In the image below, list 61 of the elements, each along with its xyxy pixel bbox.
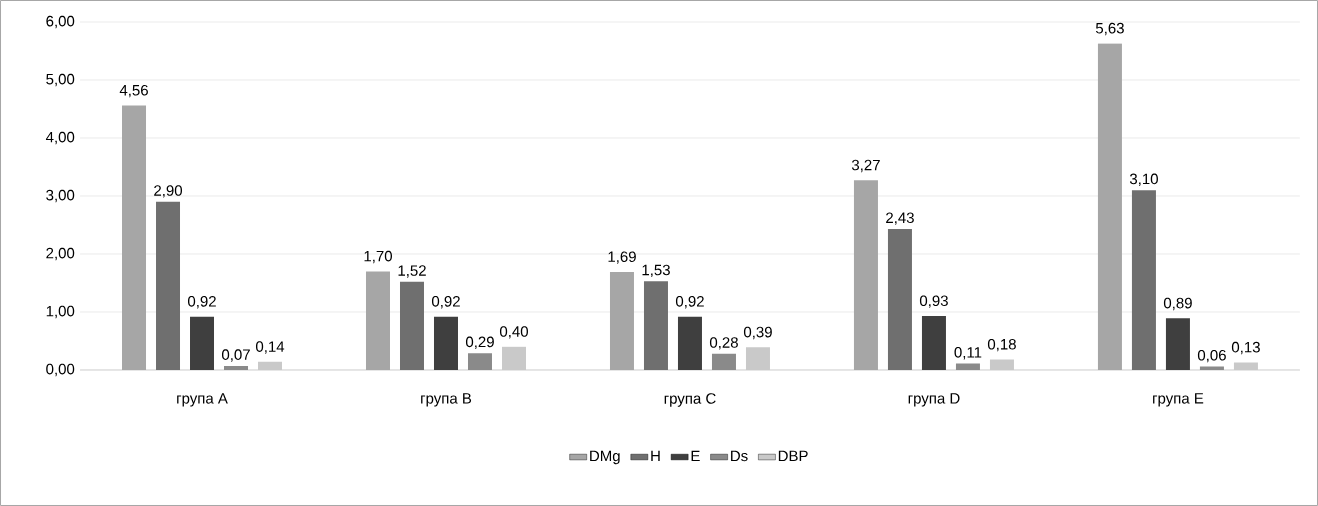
y-tick-label: 1,00: [46, 305, 75, 319]
bar: [955, 363, 980, 370]
legend-label: Ds: [731, 450, 748, 462]
data-label: 1,52: [398, 265, 426, 278]
data-label: 0,39: [743, 326, 772, 340]
y-tick-label: 0,00: [46, 363, 75, 377]
bar: [1165, 318, 1190, 370]
data-label: 0,29: [465, 336, 494, 349]
bar: [156, 201, 181, 370]
data-label: 3,10: [1129, 173, 1158, 186]
data-label: 5,63: [1095, 22, 1124, 36]
x-tick-label: група B: [421, 393, 472, 407]
data-label: 2,43: [886, 212, 914, 225]
bar: [1233, 362, 1258, 370]
x-tick-label: група A: [177, 393, 228, 407]
data-label: 0,92: [187, 296, 216, 309]
bar: [501, 346, 526, 370]
y-tick-label: 2,00: [46, 247, 75, 261]
y-tick-label: 6,00: [46, 15, 75, 29]
data-label: 1,70: [364, 250, 392, 264]
bar: [643, 281, 668, 370]
bar: [399, 281, 424, 370]
data-label: 3,27: [851, 159, 880, 173]
data-label: 0,93: [919, 295, 948, 308]
data-label: 0,40: [499, 326, 528, 339]
bar: [258, 361, 283, 370]
legend-label: H: [651, 450, 660, 462]
data-label: 4,56: [119, 84, 148, 98]
x-tick-label: група E: [1153, 393, 1204, 407]
bar: [190, 316, 215, 370]
bar: [677, 316, 702, 370]
data-label: 0,18: [987, 338, 1016, 352]
legend-label: DMg: [590, 450, 620, 465]
bar: [711, 353, 736, 370]
x-tick-label: група C: [664, 393, 716, 407]
y-tick-label: 3,00: [46, 189, 75, 203]
bar: [224, 365, 249, 370]
data-label: 1,69: [608, 251, 636, 264]
data-label: 0,89: [1163, 297, 1192, 311]
data-label: 0,11: [954, 347, 982, 360]
bar: [433, 316, 458, 370]
x-tick-label: група D: [908, 393, 960, 407]
data-label: 0,28: [709, 337, 738, 350]
data-label: 0,14: [255, 341, 285, 354]
bar: [887, 229, 912, 370]
data-label: 0,92: [431, 296, 460, 309]
data-label: 0,13: [1231, 341, 1260, 355]
bar: [467, 353, 492, 370]
legend-label: DBP: [778, 450, 808, 462]
y-tick-label: 4,00: [45, 131, 75, 145]
data-label: 0,92: [675, 296, 704, 309]
data-label: 0,07: [221, 349, 250, 362]
bar: [1131, 190, 1156, 370]
data-label: 2,90: [154, 185, 183, 198]
y-tick-label: 5,00: [46, 73, 75, 87]
legend-label: E: [691, 450, 700, 462]
data-label: 1,53: [642, 264, 670, 278]
bar: [921, 316, 946, 370]
data-label: 0,06: [1197, 349, 1226, 363]
bar: [989, 359, 1014, 370]
bar: [745, 347, 770, 370]
